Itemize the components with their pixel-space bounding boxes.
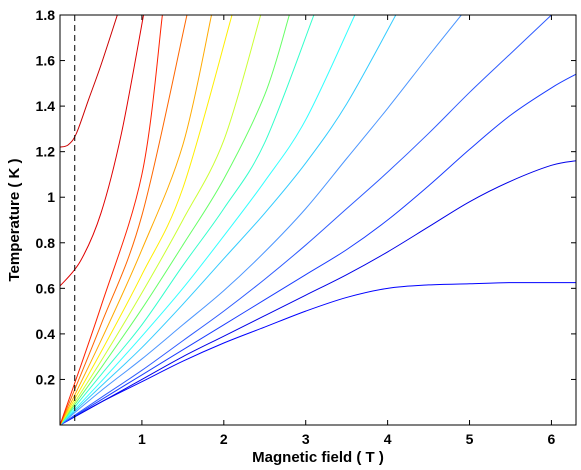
series-line-12 <box>60 15 213 425</box>
series-line-13 <box>60 15 188 425</box>
tick-layer: 1 2 3 4 5 6 0.2 0.4 0.6 0.8 1 1.2 1.4 1.6 1.8 <box>36 7 576 447</box>
y-tick-label: 1.6 <box>36 53 56 69</box>
y-tick-label: 0.6 <box>36 280 56 296</box>
series-line-11 <box>60 15 233 425</box>
series-line-14 <box>60 15 163 425</box>
plot-area <box>60 15 576 425</box>
series-line-9 <box>60 15 290 425</box>
series-line-16 <box>60 15 118 148</box>
y-tick-label: 0.8 <box>36 235 56 251</box>
y-tick-label: 0.4 <box>36 326 56 342</box>
x-tick-label: 1 <box>138 431 146 447</box>
series-line-7 <box>60 15 356 425</box>
y-tick-label: 1.4 <box>36 98 56 114</box>
series-layer <box>60 15 576 425</box>
series-line-8 <box>60 15 315 425</box>
series-line-2 <box>60 160 576 425</box>
x-tick-label: 5 <box>466 431 474 447</box>
series-line-10 <box>60 15 262 425</box>
x-axis-label: Magnetic field ( T ) <box>252 449 384 466</box>
x-tick-label: 6 <box>548 431 556 447</box>
y-tick-label: 1.8 <box>36 7 56 23</box>
x-tick-label: 3 <box>302 431 310 447</box>
y-tick-label: 0.2 <box>36 371 56 387</box>
series-line-15 <box>60 15 145 287</box>
series-line-3 <box>60 73 576 425</box>
series-line-1 <box>60 282 576 425</box>
x-tick-label: 2 <box>220 431 228 447</box>
series-line-4 <box>60 15 552 425</box>
series-line-5 <box>60 15 462 425</box>
y-axis-label: Temperature ( K ) <box>6 158 23 281</box>
plot-frame <box>59 14 577 426</box>
y-tick-label: 1 <box>47 189 55 205</box>
series-line-6 <box>60 15 397 425</box>
y-tick-label: 1.2 <box>36 144 56 160</box>
x-tick-label: 4 <box>384 431 392 447</box>
